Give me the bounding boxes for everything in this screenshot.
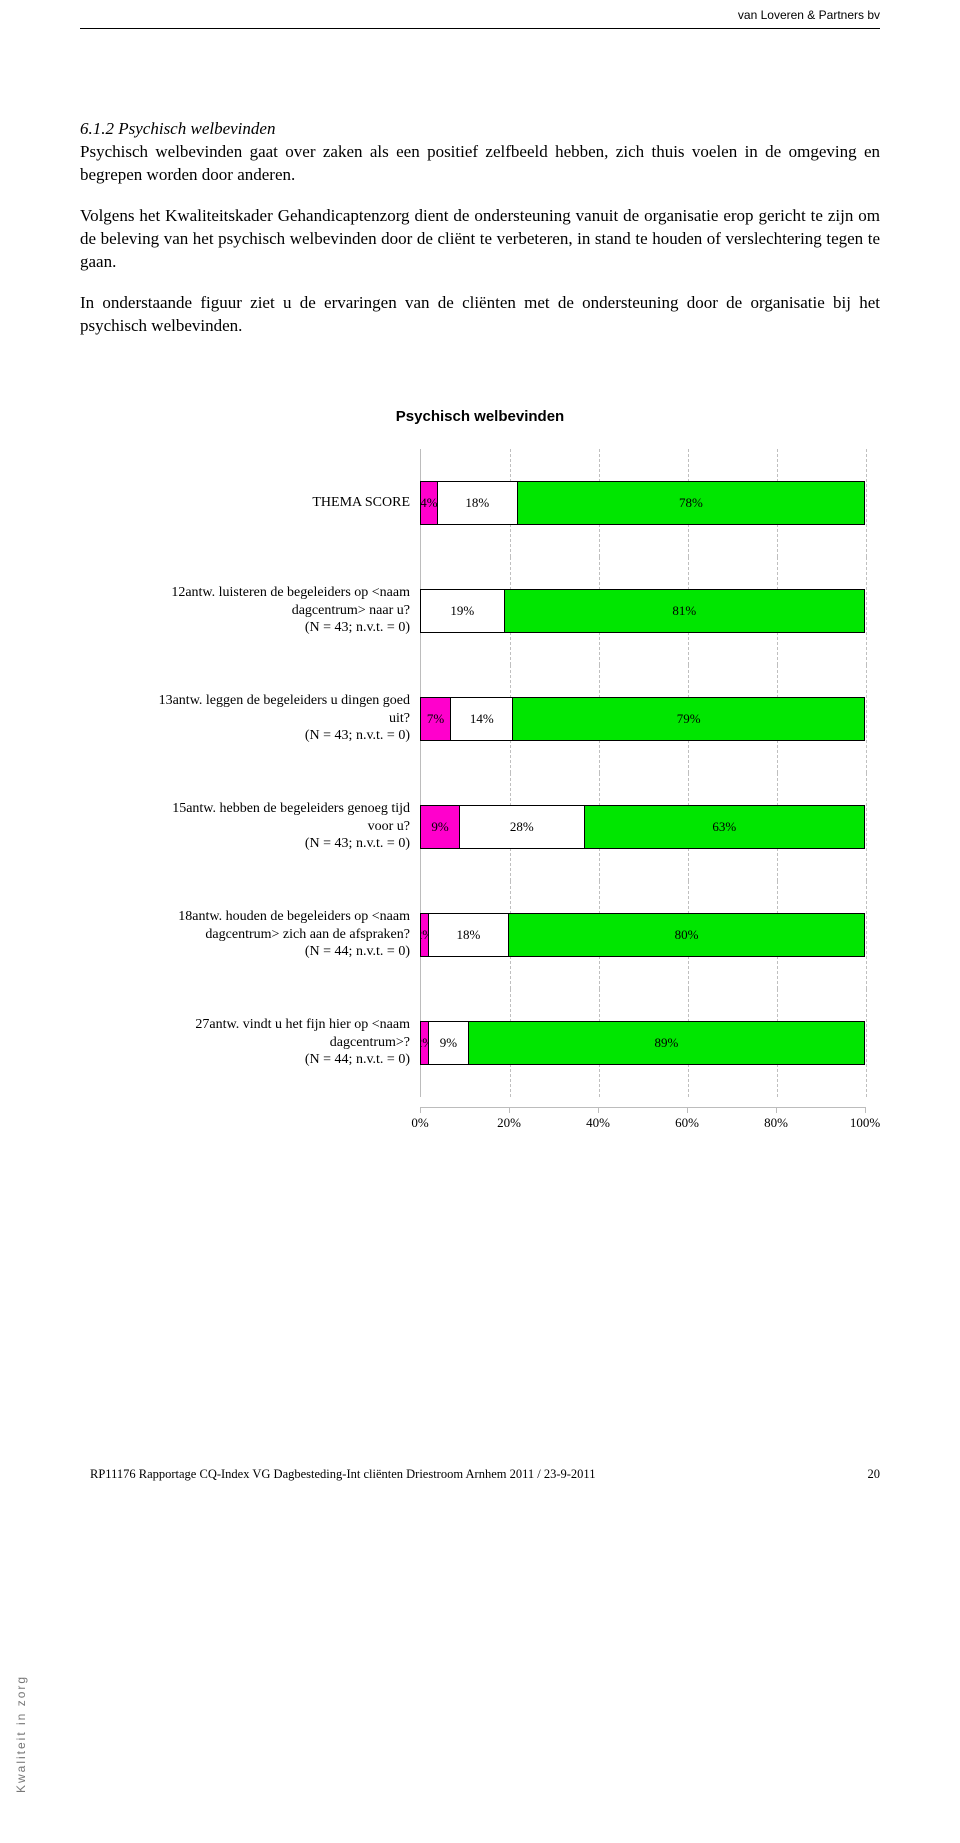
chart-bar-segment-neutral: 18% [429, 913, 509, 957]
body-paragraph-3: In onderstaande figuur ziet u de ervarin… [80, 292, 880, 338]
chart-bar-segment-negative: 2% [420, 1021, 429, 1065]
chart-plot-cell: 2%9%89% [420, 989, 865, 1097]
chart-row-label: 27antw. vindt u het fijn hier op <naamda… [90, 989, 420, 1097]
x-axis-tick-label: 40% [586, 1115, 610, 1131]
x-axis-tick [598, 1107, 599, 1113]
chart-bar-segment-positive: 78% [518, 481, 865, 525]
chart-bar-segment-neutral: 9% [429, 1021, 469, 1065]
chart-row-label-line: 27antw. vindt u het fijn hier op <naam [195, 1016, 410, 1034]
chart-row-label: 12antw. luisteren de begeleiders op <naa… [90, 557, 420, 665]
grid-line [866, 773, 867, 881]
chart-plot-cell: 2%18%80% [420, 881, 865, 989]
x-axis-tick-label: 0% [411, 1115, 428, 1131]
chart-row: 15antw. hebben de begeleiders genoeg tij… [90, 773, 880, 881]
stacked-bar-chart: THEMA SCORE4%18%78%12antw. luisteren de … [90, 449, 880, 1147]
chart-bar-segment-positive: 81% [505, 589, 865, 633]
chart-bar-segment-positive: 89% [469, 1021, 865, 1065]
body-paragraph-1: Psychisch welbevinden gaat over zaken al… [80, 141, 880, 187]
chart-row-label-line: dagcentrum>? [330, 1034, 410, 1052]
chart-bar-segment-neutral: 19% [420, 589, 505, 633]
chart-bar-segment-positive: 63% [585, 805, 865, 849]
chart-bar-segment-negative: 4% [420, 481, 438, 525]
side-vertical-label: Kwaliteit in zorg [14, 1675, 28, 1793]
body-paragraph-2: Volgens het Kwaliteitskader Gehandicapte… [80, 205, 880, 274]
page-footer: RP11176 Rapportage CQ-Index VG Dagbested… [80, 1467, 880, 1482]
chart-row-label: 13antw. leggen de begeleiders u dingen g… [90, 665, 420, 773]
chart-row-label-line: THEMA SCORE [312, 494, 410, 512]
chart-bar-segment-neutral: 14% [451, 697, 513, 741]
chart-row-label-line: 15antw. hebben de begeleiders genoeg tij… [172, 800, 410, 818]
chart-bar: 9%28%63% [420, 805, 865, 849]
grid-line [866, 881, 867, 989]
chart-row-label-line: (N = 44; n.v.t. = 0) [305, 1051, 410, 1069]
grid-line [866, 557, 867, 665]
chart-bar: 2%18%80% [420, 913, 865, 957]
chart-row-label-line: 18antw. houden de begeleiders op <naam [178, 908, 410, 926]
chart-bar-segment-positive: 79% [513, 697, 865, 741]
chart-bar-segment-neutral: 18% [438, 481, 518, 525]
chart-row: 18antw. houden de begeleiders op <naamda… [90, 881, 880, 989]
chart-row-label-line: (N = 44; n.v.t. = 0) [305, 943, 410, 961]
x-axis-tick-label: 20% [497, 1115, 521, 1131]
chart-plot-cell: 9%28%63% [420, 773, 865, 881]
footer-page-number: 20 [868, 1467, 881, 1482]
chart-row-label-line: (N = 43; n.v.t. = 0) [305, 619, 410, 637]
chart-row: 13antw. leggen de begeleiders u dingen g… [90, 665, 880, 773]
chart-bar: 7%14%79% [420, 697, 865, 741]
x-axis-line [420, 1107, 865, 1108]
chart-row-label: 15antw. hebben de begeleiders genoeg tij… [90, 773, 420, 881]
x-axis-tick [776, 1107, 777, 1113]
page: van Loveren & Partners bv 6.1.2 Psychisc… [0, 0, 960, 1522]
chart-bar: 4%18%78% [420, 481, 865, 525]
chart-row-label-line: (N = 43; n.v.t. = 0) [305, 727, 410, 745]
chart-bar-segment-neutral: 28% [460, 805, 585, 849]
chart-row-label-line: 12antw. luisteren de begeleiders op <naa… [171, 584, 410, 602]
x-axis-tick [420, 1107, 421, 1113]
chart-row-label-line: dagcentrum> zich aan de afspraken? [205, 926, 410, 944]
footer-left: RP11176 Rapportage CQ-Index VG Dagbested… [90, 1467, 595, 1482]
chart-row-label-line: uit? [389, 710, 410, 728]
x-axis-tick-label: 80% [764, 1115, 788, 1131]
grid-line [866, 665, 867, 773]
chart-plot-cell: 4%18%78% [420, 449, 865, 557]
chart-row: 12antw. luisteren de begeleiders op <naa… [90, 557, 880, 665]
grid-line [866, 989, 867, 1097]
company-header: van Loveren & Partners bv [80, 0, 880, 29]
chart-row: THEMA SCORE 4%18%78% [90, 449, 880, 557]
chart-row-label-line: voor u? [368, 818, 410, 836]
chart-row-label: THEMA SCORE [90, 449, 420, 557]
chart-bar: 2%9%89% [420, 1021, 865, 1065]
chart-row-label-line: 13antw. leggen de begeleiders u dingen g… [159, 692, 410, 710]
chart-title: Psychisch welbevinden [80, 408, 880, 425]
chart-row-label: 18antw. houden de begeleiders op <naamda… [90, 881, 420, 989]
x-axis-tick-label: 60% [675, 1115, 699, 1131]
chart-bar-segment-positive: 80% [509, 913, 865, 957]
section-heading: 6.1.2 Psychisch welbevinden [80, 119, 880, 139]
chart-row-label-line: (N = 43; n.v.t. = 0) [305, 835, 410, 853]
chart-bar-segment-negative: 2% [420, 913, 429, 957]
chart-plot-cell: 19%81% [420, 557, 865, 665]
chart-plot-cell: 7%14%79% [420, 665, 865, 773]
x-axis-tick [865, 1107, 866, 1113]
company-name: van Loveren & Partners bv [738, 8, 880, 22]
chart-bar-segment-negative: 9% [420, 805, 460, 849]
chart-x-axis: 0% 20% 40% 60% 80% 100% [90, 1107, 880, 1147]
x-axis-tick [687, 1107, 688, 1113]
chart-bar: 19%81% [420, 589, 865, 633]
x-axis-tick [509, 1107, 510, 1113]
grid-line [866, 449, 867, 557]
x-axis-tick-label: 100% [850, 1115, 880, 1131]
chart-row-label-line: dagcentrum> naar u? [292, 602, 410, 620]
chart-bar-segment-negative: 7% [420, 697, 451, 741]
chart-row: 27antw. vindt u het fijn hier op <naamda… [90, 989, 880, 1097]
